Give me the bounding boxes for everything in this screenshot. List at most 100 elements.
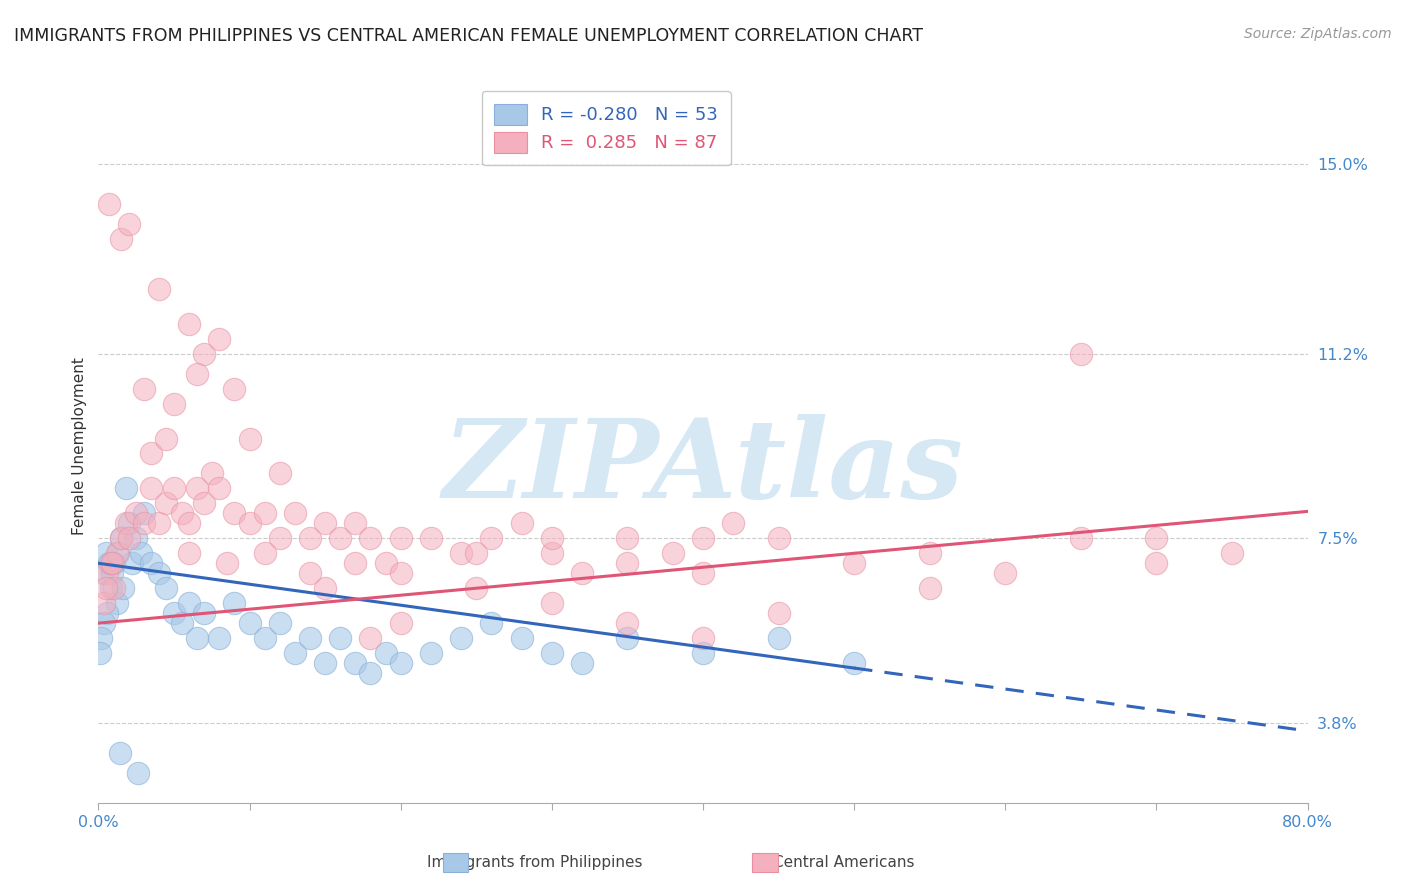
Point xyxy=(155,581,177,595)
Point xyxy=(540,646,562,660)
Point xyxy=(208,482,231,496)
Point xyxy=(103,556,125,570)
Point xyxy=(110,531,132,545)
Point xyxy=(215,556,238,570)
Point xyxy=(208,631,231,645)
Point xyxy=(108,746,131,760)
Point xyxy=(129,546,152,560)
Point xyxy=(224,507,246,521)
Point xyxy=(299,631,322,645)
Point xyxy=(571,656,593,670)
Point xyxy=(253,631,276,645)
Point xyxy=(148,516,170,531)
Point xyxy=(692,631,714,645)
Legend: R = -0.280   N = 53, R =  0.285   N = 87: R = -0.280 N = 53, R = 0.285 N = 87 xyxy=(482,91,731,165)
Point xyxy=(465,581,488,595)
Point xyxy=(269,616,291,631)
Point xyxy=(465,546,488,560)
Point xyxy=(208,332,231,346)
Point xyxy=(616,631,638,645)
Point xyxy=(540,531,562,545)
Point xyxy=(170,507,193,521)
Text: Immigrants from Philippines: Immigrants from Philippines xyxy=(426,855,643,870)
Point xyxy=(132,382,155,396)
Point xyxy=(314,516,336,531)
Point xyxy=(224,382,246,396)
Point xyxy=(481,531,503,545)
Text: ZIPAtlas: ZIPAtlas xyxy=(443,414,963,521)
Point xyxy=(374,646,396,660)
Point xyxy=(314,581,336,595)
Point xyxy=(299,531,322,545)
Point xyxy=(148,566,170,581)
Point xyxy=(723,516,745,531)
Point xyxy=(616,556,638,570)
Point xyxy=(1070,531,1092,545)
Point xyxy=(155,496,177,510)
Point xyxy=(132,516,155,531)
Point xyxy=(269,467,291,481)
Text: Source: ZipAtlas.com: Source: ZipAtlas.com xyxy=(1244,27,1392,41)
Point xyxy=(299,566,322,581)
Point xyxy=(269,531,291,545)
Point xyxy=(91,566,114,581)
Point xyxy=(96,606,118,620)
Point xyxy=(125,531,148,545)
Point xyxy=(179,596,201,610)
Point xyxy=(94,546,117,560)
Point xyxy=(420,531,443,545)
Point xyxy=(186,631,208,645)
Point xyxy=(193,496,215,510)
Point xyxy=(314,656,336,670)
Point xyxy=(118,531,141,545)
Point xyxy=(93,596,115,610)
Point xyxy=(389,656,412,670)
Point xyxy=(163,606,186,620)
Point xyxy=(510,631,533,645)
Point xyxy=(420,646,443,660)
Point xyxy=(481,616,503,631)
Point xyxy=(1146,556,1168,570)
Point xyxy=(344,656,367,670)
Point xyxy=(344,516,367,531)
Point xyxy=(768,606,790,620)
Point xyxy=(329,631,352,645)
Point xyxy=(994,566,1017,581)
Point xyxy=(374,556,396,570)
Point xyxy=(155,432,177,446)
Point xyxy=(692,566,714,581)
Point xyxy=(239,616,262,631)
Point xyxy=(193,347,215,361)
Point xyxy=(148,282,170,296)
Point xyxy=(101,566,124,581)
Point xyxy=(344,556,367,570)
Text: Central Americans: Central Americans xyxy=(773,855,914,870)
Point xyxy=(101,556,124,570)
Point xyxy=(186,367,208,381)
Point xyxy=(179,317,201,331)
Point xyxy=(360,631,382,645)
Point xyxy=(132,507,155,521)
Point xyxy=(93,616,115,631)
Point xyxy=(389,616,412,631)
Point xyxy=(284,507,307,521)
Point xyxy=(105,596,128,610)
Point xyxy=(1220,546,1243,560)
Point xyxy=(98,197,121,211)
Point xyxy=(94,581,117,595)
Point xyxy=(96,566,118,581)
Point xyxy=(163,396,186,410)
Point xyxy=(110,531,132,545)
Point xyxy=(98,556,121,570)
Point xyxy=(114,482,136,496)
Point xyxy=(571,566,593,581)
Point xyxy=(692,531,714,545)
Point xyxy=(239,432,262,446)
Point xyxy=(284,646,307,660)
Point xyxy=(114,516,136,531)
Point xyxy=(125,507,148,521)
Point xyxy=(540,596,562,610)
Y-axis label: Female Unemployment: Female Unemployment xyxy=(72,357,87,535)
Point xyxy=(661,546,683,560)
Point xyxy=(768,631,790,645)
